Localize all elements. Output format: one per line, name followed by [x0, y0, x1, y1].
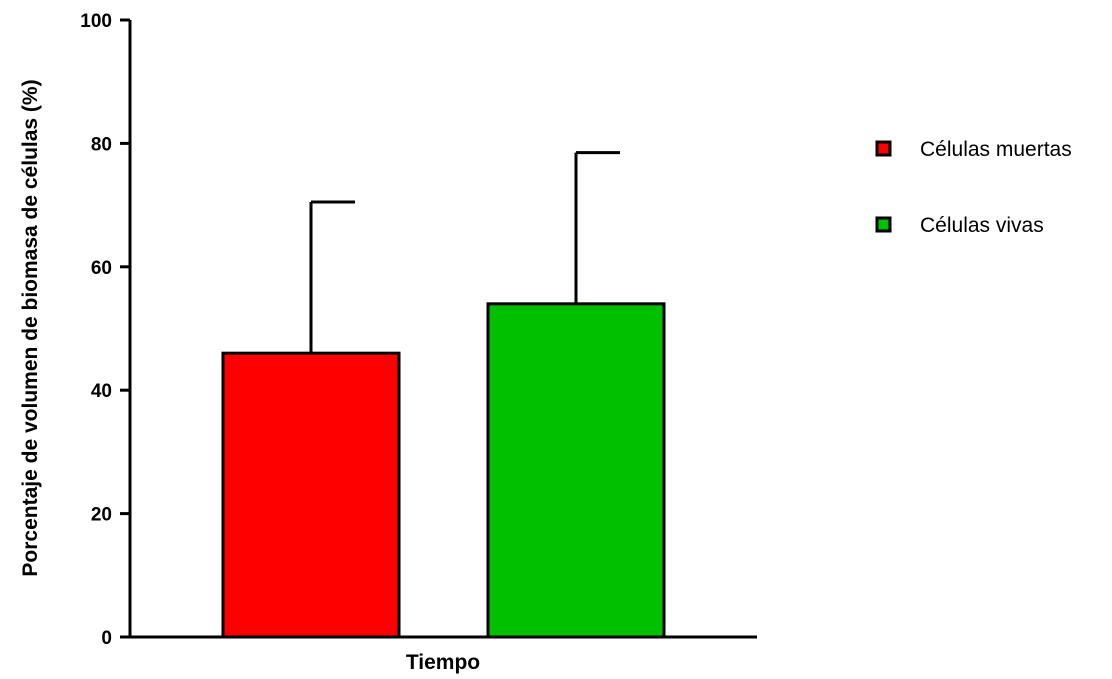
y-tick-label: 60: [91, 258, 112, 279]
error-bars: [309, 151, 620, 354]
y-axis-title: Porcentaje de volumen de biomasa de célu…: [19, 79, 42, 576]
bar: [221, 351, 401, 639]
x-axis-title: Tiempo: [406, 651, 480, 674]
y-tick-label: 0: [101, 628, 112, 649]
bar: [486, 302, 666, 639]
axes: [128, 20, 757, 639]
y-tick-label: 100: [80, 11, 112, 32]
legend-label: Células vivas: [920, 214, 1044, 237]
y-ticks: 0 20 40 60 80 100: [80, 11, 130, 649]
legend: Células muertas Células vivas: [875, 138, 1072, 237]
legend-swatch: [875, 140, 892, 157]
bars: [221, 302, 666, 639]
legend-swatch: [875, 216, 892, 233]
y-tick-label: 80: [91, 134, 112, 155]
y-tick-label: 40: [91, 381, 112, 402]
legend-label: Células muertas: [920, 138, 1072, 161]
y-tick-label: 20: [91, 505, 112, 526]
